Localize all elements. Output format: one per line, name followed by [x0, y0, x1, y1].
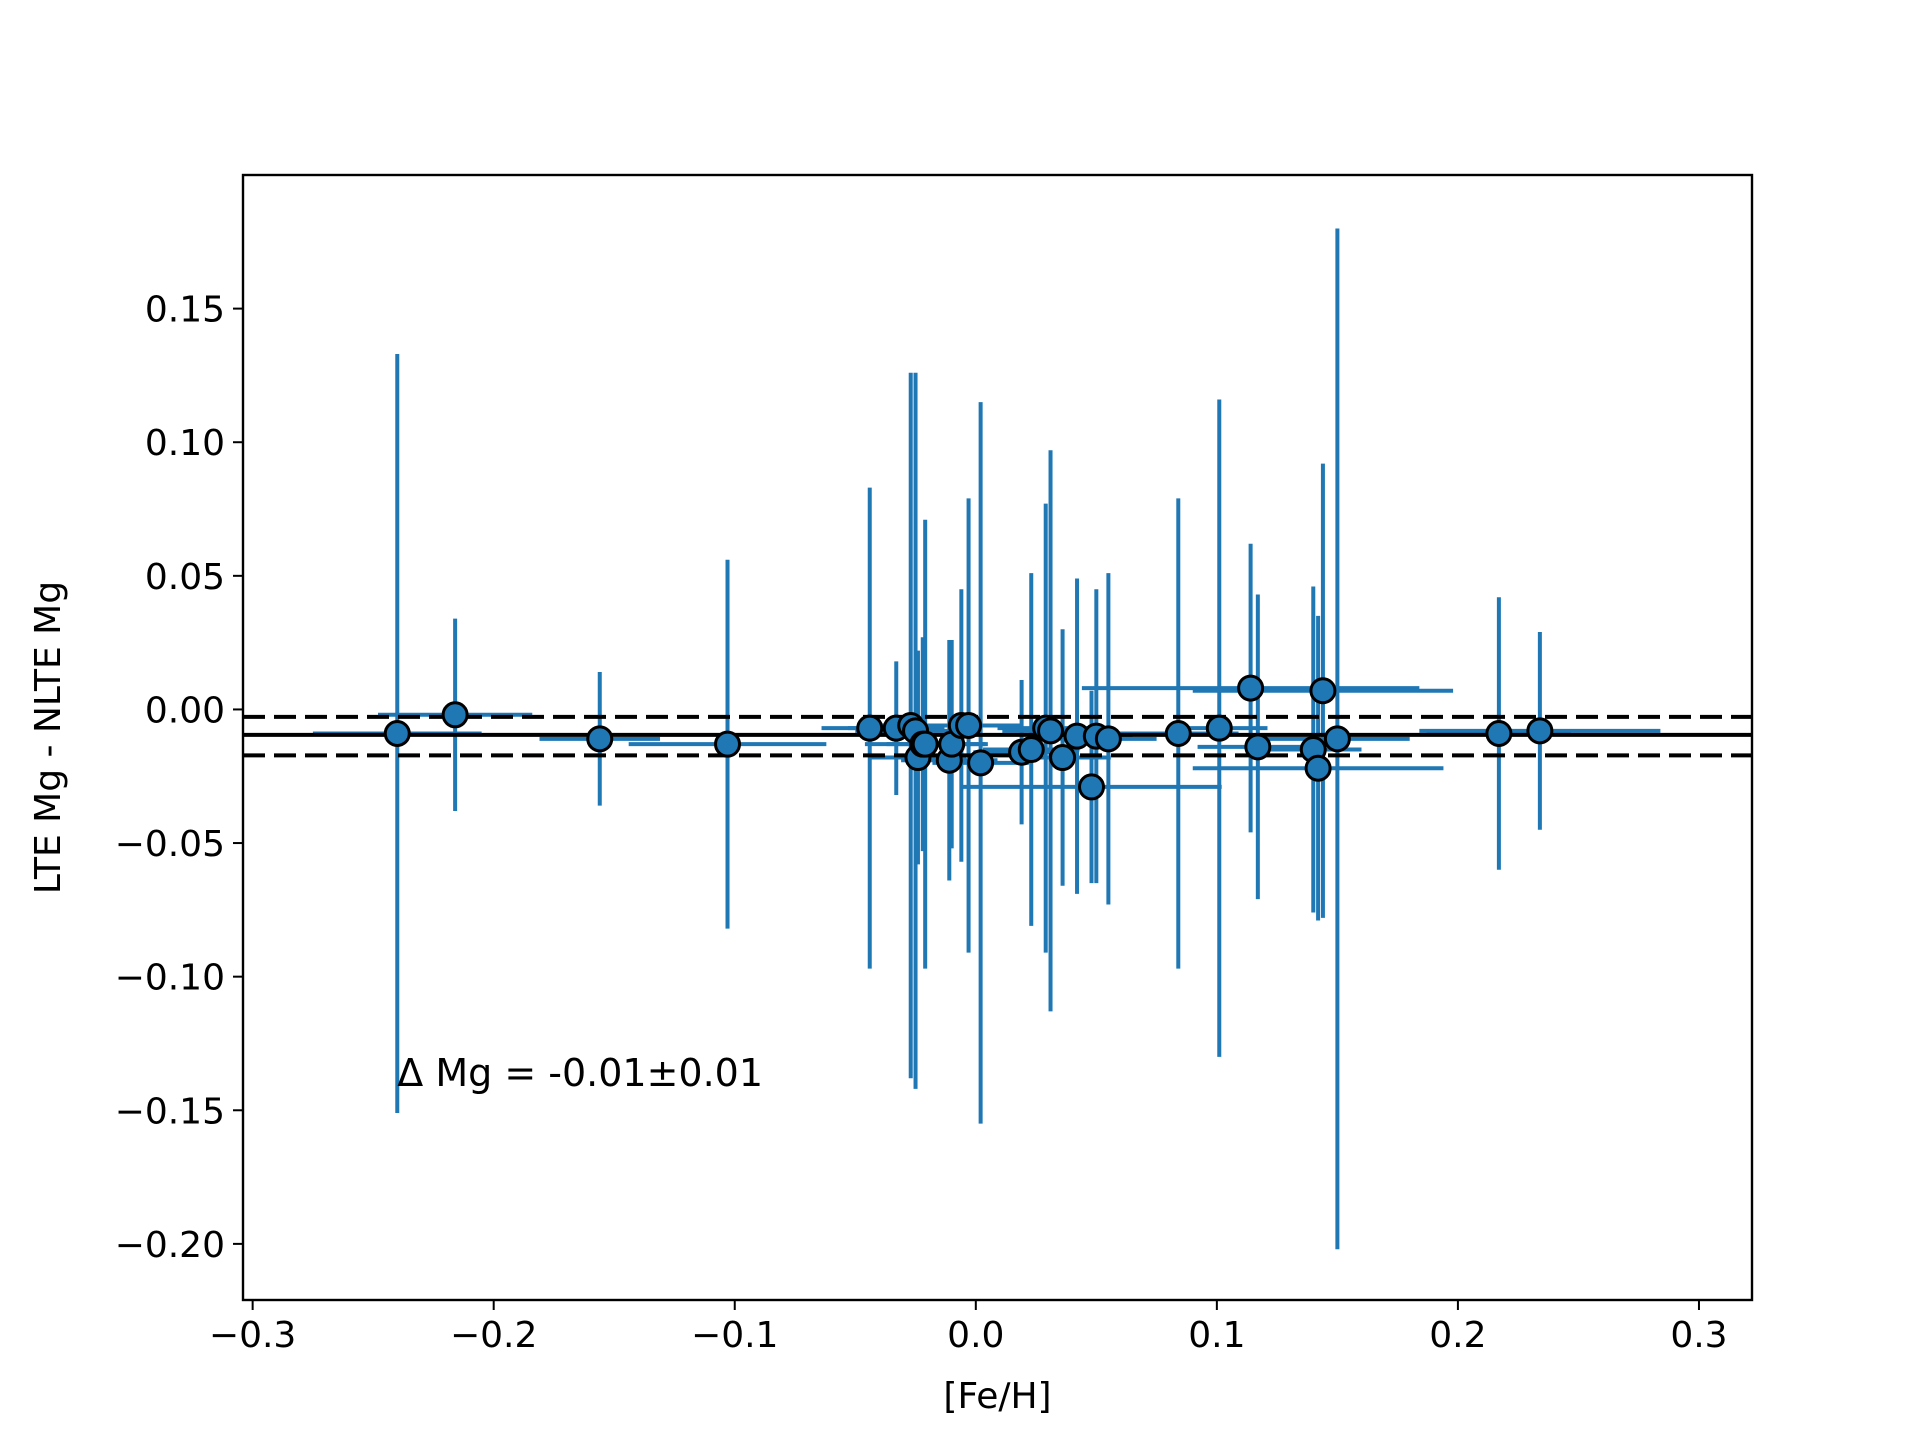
data-point-14 [955, 711, 983, 739]
x-axis-label: [Fe/H] [943, 1376, 1051, 1417]
x-tick-label-4: 0.1 [1188, 1315, 1245, 1356]
y-tick-label-7: 0.15 [145, 290, 225, 331]
delta-mg-annotation: Δ Mg = -0.01±0.01 [397, 1051, 763, 1095]
y-axis: −0.20 −0.15 −0.10 −0.05 0.00 0.05 0.10 0.15 [115, 290, 243, 1266]
x-tick-label-1: −0.2 [450, 1315, 537, 1356]
y-tick-label-3: −0.05 [115, 824, 225, 865]
x-tick-label-3: 0.0 [947, 1315, 1004, 1356]
data-point-17 [1017, 736, 1045, 764]
data-point-26 [1205, 714, 1233, 742]
marker-layer [383, 674, 1554, 801]
data-point-2 [586, 725, 614, 753]
data-point-1 [441, 701, 469, 729]
x-tick-label-6: 0.3 [1670, 1315, 1727, 1356]
data-point-32 [1323, 725, 1351, 753]
data-point-27 [1237, 674, 1265, 702]
data-point-33 [1485, 719, 1513, 747]
x-axis: −0.3 −0.2 −0.1 0.0 0.1 0.2 0.3 [209, 1300, 1728, 1356]
y-axis-label: LTE Mg - NLTE Mg [28, 581, 69, 894]
data-point-19 [1037, 717, 1065, 745]
y-tick-label-4: 0.00 [145, 690, 225, 731]
data-point-24 [1094, 725, 1122, 753]
plot-frame [241, 173, 1754, 1302]
data-point-28 [1244, 733, 1272, 761]
y-tick-label-2: −0.10 [115, 958, 225, 999]
y-tick-label-6: 0.10 [145, 423, 225, 464]
plot-area [243, 175, 1752, 1300]
data-point-30 [1304, 754, 1332, 782]
data-point-10 [911, 730, 939, 758]
data-point-25 [1164, 719, 1192, 747]
data-point-34 [1526, 717, 1554, 745]
data-point-0 [383, 719, 411, 747]
data-point-15 [967, 749, 995, 777]
data-point-31 [1309, 677, 1337, 705]
y-tick-label-5: 0.05 [145, 557, 225, 598]
data-point-20 [1049, 744, 1077, 772]
data-point-4 [856, 714, 884, 742]
x-tick-label-5: 0.2 [1429, 1315, 1486, 1356]
y-tick-label-1: −0.15 [115, 1091, 225, 1132]
data-point-3 [714, 730, 742, 758]
y-tick-label-0: −0.20 [115, 1225, 225, 1266]
data-point-22 [1078, 773, 1106, 801]
x-tick-label-2: −0.1 [691, 1315, 778, 1356]
x-tick-label-0: −0.3 [209, 1315, 296, 1356]
